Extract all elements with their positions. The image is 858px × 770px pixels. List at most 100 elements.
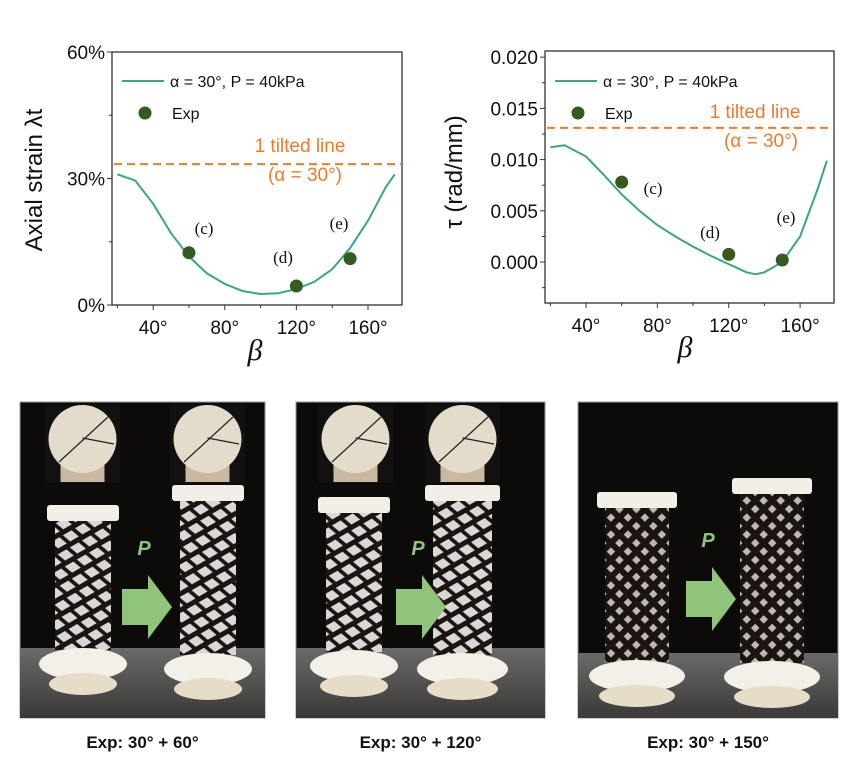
exp-point [615,175,629,189]
lattice-tube [55,521,111,650]
base-ring [310,650,398,682]
reference-label-alpha: (α = 30°) [724,131,798,152]
exp-point [343,252,357,266]
y-axis-label: τ (rad/mm) [441,115,468,228]
y-tick-label: 0.000 [490,253,538,274]
legend-model-label: α = 30°, P = 40kPa [170,74,305,91]
top-cap [47,505,119,521]
y-tick-label: 0.020 [490,48,538,69]
top-view-inset [425,405,500,483]
photo-panel: P Exp: 30° + 150° [577,401,839,752]
y-tick-label: 30% [67,170,105,191]
inset-marker-line [207,437,240,445]
top-cap [425,485,500,501]
soft-actuator [417,485,508,700]
soft-actuator [164,485,252,700]
top-cap [597,492,677,508]
inset-marker-line [183,416,234,463]
top-cap [732,478,812,494]
photo-caption: Exp: 30° + 120° [360,733,482,752]
top-view-inset [45,405,120,483]
legend-exp-label: Exp [605,106,633,123]
inset-marker-line [355,437,388,445]
x-tick-label: 120° [709,316,748,337]
inset-end-cap [173,405,242,473]
inset-end-cap [428,405,497,473]
axial-strain-chart: 40° 80° 120° 160° 0% 30% 60% Axial strain λt β 1 … [21,43,403,367]
base-mount [734,686,810,708]
x-axis-label: β [677,331,693,364]
top-cap [172,485,244,501]
pressure-arrow-icon [686,567,736,631]
exp-point [722,247,736,261]
soft-actuator [589,492,685,707]
y-tick-label: 60% [67,43,105,64]
lattice-tube [180,501,236,655]
inset-marker-line [438,416,489,463]
base-mount [427,678,498,700]
y-tick-label: 0.015 [490,99,538,120]
base-ring [724,661,820,693]
soft-actuator [724,478,820,708]
photo-panel: P Exp: 30° + 120° [295,401,546,752]
y-tick-label: 0% [78,296,106,317]
lattice-tube [326,513,382,652]
top-view-inset [170,405,245,483]
lattice-tube [605,508,669,662]
photo-panel: P Exp: 30° + 60° [19,401,266,752]
x-tick-label: 40° [572,316,601,337]
base-mount [49,673,117,695]
reference-label-alpha: (α = 30°) [268,165,342,186]
y-tick-label: 0.010 [490,151,538,172]
legend-exp-swatch [138,106,152,120]
x-tick-label: 120° [277,318,316,339]
exp-point-label: (d) [273,248,293,267]
base-ring [39,648,127,680]
inset-end-cap [48,405,117,473]
exp-point-label: (d) [700,223,720,242]
model-curve [117,173,396,295]
inset-end-cap [321,405,390,473]
photo-caption: Exp: 30° + 60° [86,733,199,752]
exp-point [289,279,303,293]
soft-actuator [310,497,398,697]
base-ring [589,660,685,692]
y-axis-label: Axial strain λt [21,108,48,251]
base-mount [599,685,675,707]
reference-label: 1 tilted line [255,136,346,157]
exp-point-label: (c) [195,219,214,238]
inset-marker-line [82,437,115,445]
torsion-chart: 40° 80° 120° 160° 0.000 0.005 0.010 0.015 0.020 τ… [441,48,835,364]
exp-point-label: (e) [777,208,796,227]
lattice-tube [740,494,804,663]
inset-marker-line [331,416,382,463]
reference-label: 1 tilted line [710,102,801,123]
base-mount [174,678,242,700]
x-tick-label: 160° [348,318,387,339]
x-tick-label: 80° [210,318,239,339]
exp-point-label: (e) [330,214,349,233]
legend-exp-label: Exp [172,106,200,123]
base-ring [164,653,252,685]
inset-marker-line [462,437,495,445]
top-view-inset [318,405,393,483]
inset-marker-line [58,416,109,463]
y-tick-label: 0.005 [490,202,538,223]
pressure-label: P [137,538,151,560]
x-axis-label: β [247,334,263,367]
top-cap [318,497,390,513]
photo-caption: Exp: 30° + 150° [647,733,769,752]
exp-point-label: (c) [644,179,663,198]
base-ring [417,653,508,685]
x-tick-label: 160° [780,316,819,337]
pressure-label: P [411,538,425,560]
lattice-tube [433,501,492,655]
pressure-arrow-icon [396,575,446,639]
legend-model-label: α = 30°, P = 40kPa [603,74,738,91]
pressure-arrow-icon [122,575,172,639]
pressure-label: P [701,530,715,552]
plot-frame [544,50,835,304]
legend-exp-swatch [571,106,585,120]
base-mount [320,675,388,697]
